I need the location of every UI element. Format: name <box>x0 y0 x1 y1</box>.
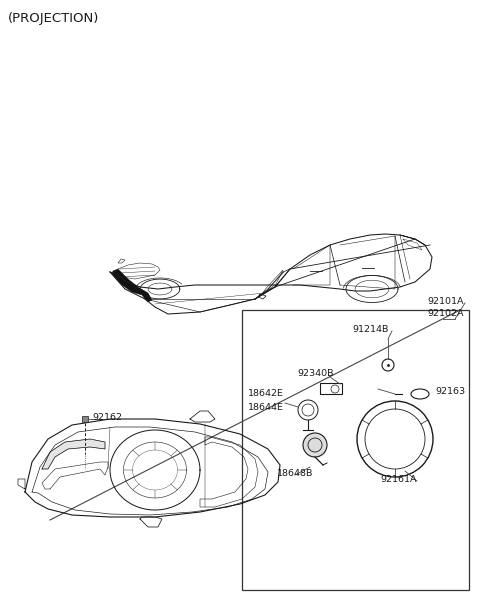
Text: 18648B: 18648B <box>277 469 313 478</box>
Polygon shape <box>42 439 105 469</box>
Text: 92102A: 92102A <box>427 308 464 317</box>
Text: (PROJECTION): (PROJECTION) <box>8 12 99 25</box>
Text: 92163: 92163 <box>435 387 465 396</box>
Text: 18642E: 18642E <box>248 390 284 399</box>
Bar <box>242 310 469 590</box>
Text: 18644E: 18644E <box>248 402 284 412</box>
Text: 92340B: 92340B <box>297 368 334 378</box>
Polygon shape <box>112 269 152 302</box>
Text: 92101A: 92101A <box>427 297 464 307</box>
Text: 92161A: 92161A <box>380 475 417 484</box>
Text: 92162: 92162 <box>92 413 122 421</box>
Bar <box>320 383 342 394</box>
Circle shape <box>303 433 327 457</box>
Text: 91214B: 91214B <box>352 325 388 334</box>
